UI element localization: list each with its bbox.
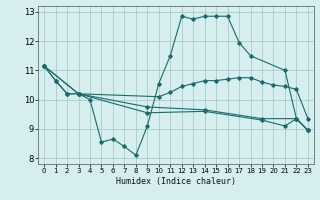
X-axis label: Humidex (Indice chaleur): Humidex (Indice chaleur) bbox=[116, 177, 236, 186]
